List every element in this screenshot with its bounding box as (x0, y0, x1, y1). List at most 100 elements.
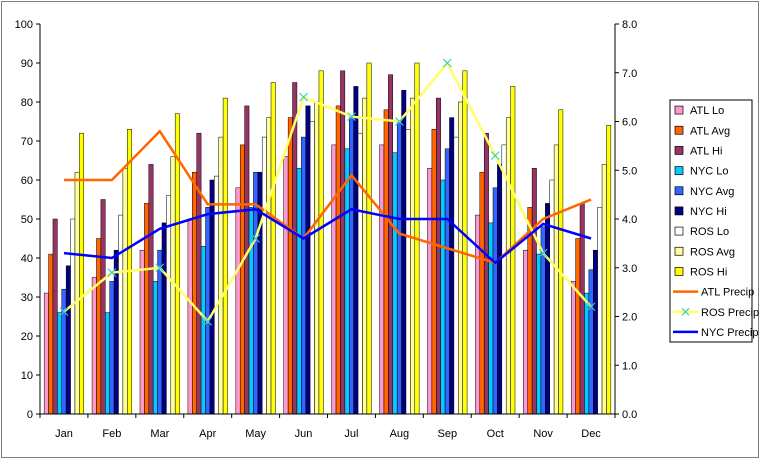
legend-label-atl-lo: ATL Lo (690, 105, 724, 117)
bar-nyc-hi (65, 265, 71, 415)
x-axis-tick-label: Sep (438, 428, 458, 440)
y-axis-tick-label: 10 (21, 370, 33, 382)
bar-ros-avg (218, 136, 224, 415)
bar-ros-avg (553, 144, 559, 415)
bar-ros-lo (309, 121, 315, 415)
y2-axis-tick-label: 7.0 (622, 68, 637, 80)
bar-ros-lo (70, 218, 76, 415)
bar-nyc-lo (536, 253, 542, 415)
bar-nyc-hi (353, 86, 359, 415)
bar-atl-lo (43, 292, 49, 415)
bar-atl-avg (479, 171, 485, 415)
bar-atl-hi (340, 70, 346, 415)
y2-axis-tick-label: 5.0 (622, 165, 637, 177)
marker-stroke (538, 248, 548, 258)
x-axis-tick-label: Dec (581, 428, 601, 440)
marker-ros-precip (299, 92, 308, 102)
bar-atl-lo (283, 156, 289, 415)
legend-label-nyc-precip: NYC Precip (701, 327, 758, 339)
bar-atl-lo (570, 281, 576, 415)
marker-ros-precip (490, 151, 500, 161)
bar-nyc-lo (200, 246, 206, 415)
bar-atl-hi (52, 218, 58, 415)
y-axis-tick-label: 40 (21, 253, 33, 265)
plot-background (40, 24, 615, 414)
x-axis-tick-label: Jan (55, 428, 73, 440)
bar-atl-avg (239, 144, 245, 415)
legend-swatch-ros-avg (674, 246, 684, 256)
y2-axis-tick-label: 0.0 (622, 409, 637, 421)
bar-ros-hi (366, 62, 372, 415)
legend-swatch-atl-hi (674, 146, 684, 155)
marker-stroke (586, 302, 596, 312)
bar-atl-lo (91, 277, 97, 415)
y-axis-tick-label: 30 (21, 292, 33, 304)
y-axis-tick-label: 70 (21, 136, 33, 148)
legend-swatch-nyc-lo (674, 166, 684, 175)
bar-nyc-avg (588, 269, 594, 415)
bar-ros-hi (79, 132, 85, 415)
legend-marker (681, 307, 690, 316)
bar-ros-hi (558, 109, 564, 415)
bar-nyc-avg (61, 288, 67, 415)
marker-ros-precip (251, 234, 261, 243)
bar-nyc-hi (592, 249, 598, 415)
bar-atl-hi (292, 82, 298, 415)
y-axis-tick-label: 80 (21, 97, 33, 109)
legend-swatch-ros-hi (674, 267, 684, 276)
bar-atl-hi (196, 132, 202, 415)
line-ros-precip (63, 60, 592, 324)
bar-ros-lo (405, 129, 411, 415)
y-axis-tick-label: 60 (21, 175, 33, 187)
legend-swatch-atl-lo (674, 105, 684, 115)
bar-atl-hi (436, 97, 441, 415)
bar-nyc-hi (305, 105, 311, 415)
marker-ros-precip (538, 248, 548, 258)
legend-swatch-atl-avg (674, 125, 684, 135)
bar-atl-hi (388, 74, 394, 415)
bar-atl-avg (335, 105, 341, 415)
bar-nyc-avg (396, 121, 402, 415)
legend-label-ros-precip: ROS Precip (701, 307, 759, 319)
bar-atl-lo (235, 187, 241, 415)
bar-atl-lo (523, 249, 528, 415)
marker-ros-precip (394, 117, 404, 126)
bar-ros-avg (266, 117, 272, 415)
bar-nyc-avg (492, 187, 498, 415)
legend-label-atl-precip: ATL Precip (701, 287, 754, 299)
bar-ros-hi (462, 70, 468, 415)
y2-axis-tick-label: 1.0 (622, 360, 637, 372)
bar-atl-hi (483, 132, 489, 415)
bar-nyc-lo (392, 152, 398, 415)
bar-nyc-hi (449, 117, 455, 415)
marker-ros-precip (203, 316, 213, 326)
bar-atl-avg (575, 238, 581, 415)
marker-stroke (203, 316, 213, 326)
bar-nyc-lo (488, 222, 494, 415)
y-axis-tick-label: 90 (21, 58, 33, 70)
marker-ros-precip (347, 112, 356, 122)
bar-ros-avg (362, 97, 368, 415)
marker-stroke (155, 263, 165, 273)
line-nyc-precip (63, 207, 592, 265)
y2-axis-tick-label: 3.0 (622, 263, 637, 275)
bar-ros-hi (222, 97, 228, 415)
legend-swatch-ros-lo (674, 226, 684, 236)
bar-nyc-avg (444, 148, 450, 415)
x-axis-tick-label: May (245, 428, 266, 440)
bar-ros-avg (410, 97, 416, 415)
y-axis-tick-label: 100 (15, 19, 33, 31)
bar-nyc-lo (296, 168, 302, 415)
bar-atl-avg (383, 109, 389, 415)
bar-ros-lo (501, 144, 507, 415)
legend-box (669, 99, 753, 343)
marker-stroke (107, 268, 117, 278)
x-axis-tick-label: Apr (199, 428, 216, 440)
marker-ros-precip (107, 268, 117, 278)
bar-nyc-lo (105, 312, 110, 415)
bar-ros-lo (453, 136, 459, 415)
y-axis-tick-label: 20 (21, 331, 33, 343)
y-axis-tick-label: 50 (21, 214, 33, 226)
legend: ATL Lo ATL Avg ATL Hi NYC Lo NYC Avg NYC Hi RO… (669, 99, 759, 343)
